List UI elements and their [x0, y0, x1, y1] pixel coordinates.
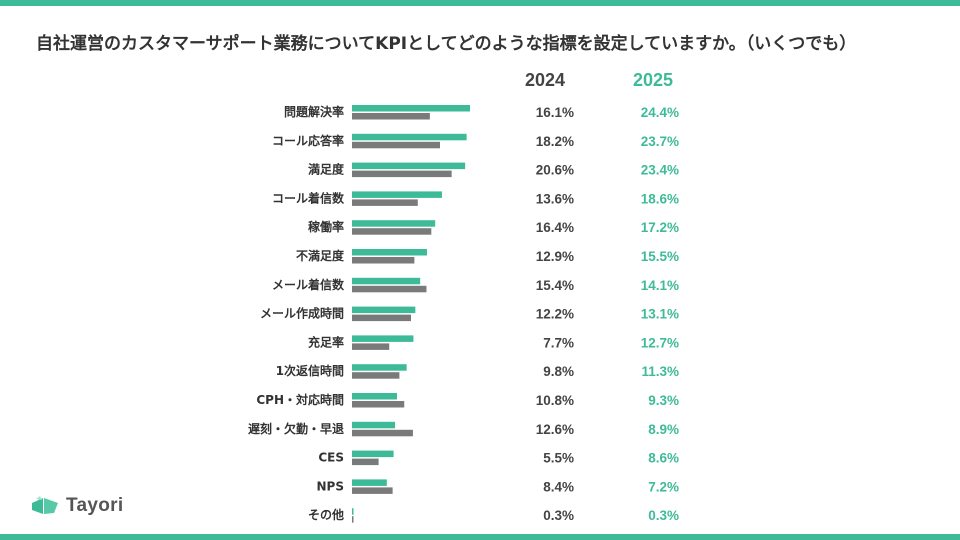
value-label-2024: 5.5%	[543, 451, 574, 466]
value-label-2025: 0.3%	[648, 508, 679, 523]
value-label-2025: 8.6%	[648, 451, 679, 466]
bar-2024	[352, 343, 390, 350]
value-label-2025: 8.9%	[648, 422, 679, 437]
value-label-2024: 13.6%	[536, 191, 574, 206]
value-label-2024: 16.1%	[536, 105, 574, 120]
bar-2024	[352, 314, 411, 322]
value-label-2024: 15.4%	[536, 278, 574, 293]
category-label: 満足度	[308, 162, 345, 177]
category-label: メール着信数	[272, 277, 345, 292]
value-label-2025: 17.2%	[641, 220, 679, 235]
category-label: NPS	[317, 479, 344, 493]
bar-2025	[352, 479, 387, 486]
bar-2025	[352, 335, 414, 342]
value-label-2025: 23.7%	[641, 134, 679, 149]
year-header-2025: 2025	[632, 70, 674, 90]
bar-2024	[352, 141, 441, 149]
bar-2025	[352, 306, 416, 314]
category-label: その他	[308, 507, 344, 522]
category-label: コール着信数	[272, 190, 345, 205]
value-label-2025: 18.6%	[641, 191, 679, 206]
bar-2025	[352, 191, 442, 198]
value-label-2025: 23.4%	[641, 163, 679, 178]
bar-2024	[352, 228, 432, 235]
value-label-2024: 7.7%	[543, 335, 574, 350]
bar-2025	[352, 421, 396, 429]
category-label: 1次返信時間	[276, 363, 344, 378]
value-label-2024: 16.4%	[536, 220, 574, 235]
value-label-2024: 20.6%	[536, 163, 574, 178]
category-label: 問題解決率	[284, 104, 344, 119]
bar-2025	[352, 364, 407, 371]
bar-2024	[352, 170, 452, 178]
bottom-accent-bar	[0, 534, 960, 540]
value-label-2025: 11.3%	[641, 364, 679, 379]
value-label-2025: 24.4%	[641, 105, 679, 120]
category-label: メール作成時間	[260, 306, 344, 321]
value-label-2024: 12.2%	[536, 307, 574, 322]
value-label-2024: 18.2%	[536, 134, 574, 149]
value-label-2025: 12.7%	[641, 335, 679, 350]
value-label-2025: 13.1%	[641, 307, 679, 322]
bar-2025	[352, 220, 436, 227]
bar-2024	[352, 372, 400, 379]
value-label-2025: 7.2%	[648, 479, 679, 494]
value-label-2024: 12.9%	[536, 249, 574, 264]
category-label: 稼働率	[308, 219, 344, 234]
category-label: 遅刻・欠勤・早退	[248, 421, 344, 436]
bar-2024	[352, 487, 393, 494]
value-label-2024: 8.4%	[543, 479, 574, 494]
tayori-logo-icon	[32, 496, 58, 514]
bar-2024	[352, 401, 405, 408]
bar-2025	[352, 105, 470, 112]
bar-2024	[352, 429, 413, 437]
bar-2025	[352, 249, 427, 256]
page-title: 自社運営のカスタマーサポート業務についてKPIとしてどのような指標を設定していま…	[36, 34, 857, 54]
value-label-2024: 10.8%	[536, 393, 574, 408]
top-accent-bar	[0, 0, 960, 6]
value-label-2024: 0.3%	[543, 508, 574, 523]
bar-2024	[352, 285, 427, 293]
bar-2025	[352, 393, 397, 400]
value-label-2025: 14.1%	[641, 278, 679, 293]
bar-2025	[352, 508, 354, 515]
bar-2025	[352, 277, 421, 285]
bar-2025	[352, 450, 394, 458]
bar-2025	[352, 162, 466, 170]
bar-2025	[352, 133, 467, 141]
category-label: 不満足度	[296, 248, 345, 263]
bar-2024	[352, 257, 415, 264]
category-label: 充足率	[308, 334, 344, 349]
value-label-2025: 15.5%	[641, 249, 679, 264]
value-label-2024: 9.8%	[543, 364, 574, 379]
value-label-2024: 12.6%	[536, 422, 574, 437]
bar-2024	[352, 458, 379, 466]
category-label: コール応答率	[272, 133, 344, 148]
category-label: CES	[318, 451, 344, 465]
bar-2024	[352, 113, 430, 120]
year-header-2024: 2024	[524, 70, 566, 90]
brand-name: Tayori	[66, 495, 124, 516]
bar-2024	[352, 199, 418, 206]
value-label-2025: 9.3%	[648, 393, 679, 408]
bar-2024	[352, 516, 354, 523]
category-label: CPH・対応時間	[256, 392, 344, 407]
